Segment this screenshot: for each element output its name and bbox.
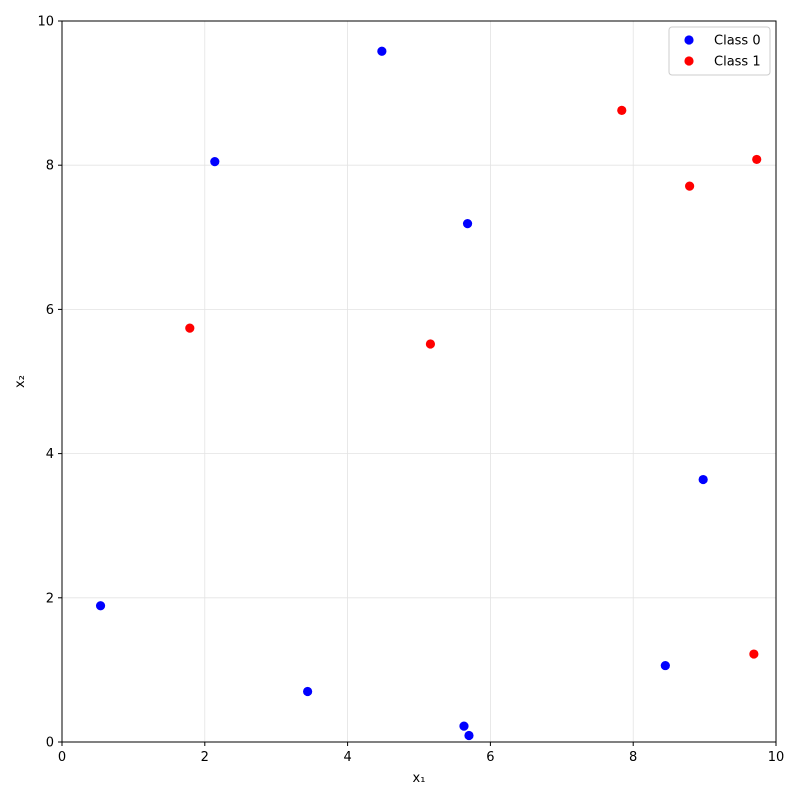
data-point xyxy=(749,649,759,659)
y-tick-label: 10 xyxy=(37,15,54,30)
legend-label: Class 0 xyxy=(714,34,761,49)
x-tick-label: 6 xyxy=(486,750,494,765)
x-axis-label: x₁ xyxy=(413,771,426,786)
data-point xyxy=(685,181,695,191)
x-tick-label: 0 xyxy=(58,750,66,765)
data-point xyxy=(660,660,670,671)
y-tick-label: 0 xyxy=(46,736,54,751)
data-point xyxy=(303,686,313,697)
legend-marker xyxy=(684,56,694,66)
x-tick-label: 2 xyxy=(201,750,209,765)
data-point xyxy=(95,601,106,611)
plot-frame xyxy=(61,20,777,743)
legend: Class 0 Class 1 xyxy=(668,26,771,76)
data-point xyxy=(459,721,469,731)
data-points xyxy=(95,46,762,741)
y-tick-label: 4 xyxy=(46,447,54,462)
data-point xyxy=(464,730,474,741)
legend-label: Class 1 xyxy=(714,55,761,70)
y-tick-label: 6 xyxy=(46,303,54,318)
x-tick-label: 4 xyxy=(343,750,351,765)
data-point xyxy=(752,154,762,165)
data-point xyxy=(425,339,436,349)
axis-ticks: 0 2 4 6 8 10 0 2 4 6 8 10 xyxy=(37,15,784,766)
grid-lines xyxy=(61,20,777,743)
legend-box xyxy=(668,26,771,76)
y-tick-label: 2 xyxy=(46,591,54,606)
x-tick-label: 10 xyxy=(768,750,785,765)
data-point xyxy=(210,156,220,167)
legend-marker xyxy=(684,35,694,45)
data-point xyxy=(185,323,195,333)
data-point xyxy=(462,219,473,229)
data-point xyxy=(377,46,387,56)
x-tick-label: 8 xyxy=(629,750,637,765)
y-tick-label: 8 xyxy=(46,159,54,174)
data-point xyxy=(698,474,708,485)
y-axis-label: x₂ xyxy=(13,375,28,388)
data-point xyxy=(617,105,627,116)
